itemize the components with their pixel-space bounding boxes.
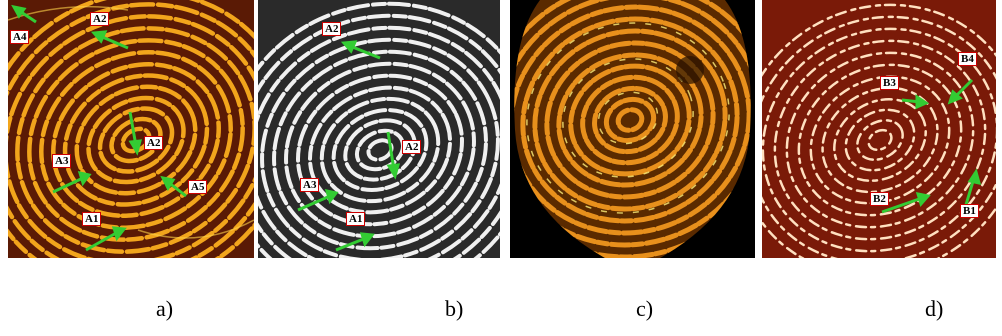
fingerprint-b-graphic xyxy=(258,0,500,258)
marker-label: B4 xyxy=(958,52,977,66)
fingerprint-a-graphic xyxy=(8,0,254,258)
marker-label: A2 xyxy=(90,12,110,26)
marker-label: A5 xyxy=(188,180,208,194)
caption-b: b) xyxy=(445,296,464,321)
marker-label: B1 xyxy=(960,204,979,218)
fingerprint-image-a: A4 A2 A2 A3 A5 A1 xyxy=(8,0,254,258)
marker-label: A3 xyxy=(300,178,320,192)
caption-a: a) xyxy=(156,296,174,321)
marker-label: B3 xyxy=(880,76,899,90)
marker-label: A4 xyxy=(10,30,30,44)
marker-label: A2 xyxy=(144,136,164,150)
marker-label: A2 xyxy=(402,140,422,154)
caption-c: c) xyxy=(636,296,654,321)
marker-label: A1 xyxy=(82,212,102,226)
marker-label: A2 xyxy=(322,22,342,36)
marker-label: A3 xyxy=(52,154,72,168)
fingerprint-d-graphic xyxy=(762,0,996,258)
fingerprint-image-c xyxy=(510,0,755,258)
marker-label: B2 xyxy=(870,192,889,206)
fingerprint-image-d: B3 B4 B2 B1 xyxy=(762,0,996,258)
marker-label: A1 xyxy=(346,212,366,226)
fingerprint-image-b: A2 A2 A3 A1 xyxy=(258,0,500,258)
caption-d: d) xyxy=(925,296,944,321)
fingerprint-c-graphic xyxy=(510,0,755,258)
